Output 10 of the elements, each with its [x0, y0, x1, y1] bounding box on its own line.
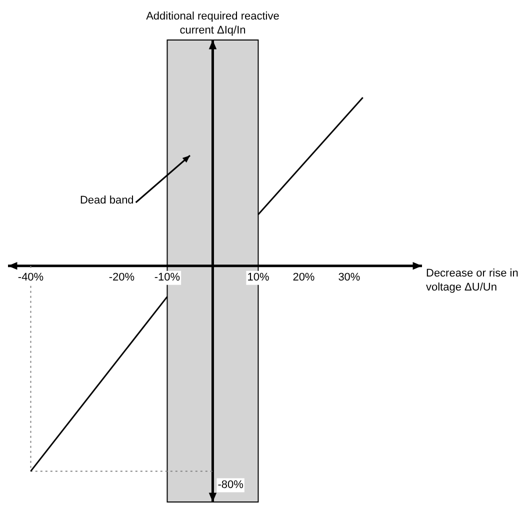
x-tick-label: 30% — [338, 271, 360, 284]
x-tick-label: 20% — [292, 271, 315, 284]
x-tick-label: 10% — [247, 271, 270, 284]
x-axis-title: Decrease or rise in voltage ΔU/Un — [426, 267, 518, 294]
text: -80% — [218, 479, 244, 492]
x-tick-label: -20% — [108, 271, 135, 284]
x-tick-label: -10% — [154, 271, 180, 284]
annotation: Dead band — [80, 194, 134, 207]
x-tick-label: -40% — [18, 271, 44, 284]
text: Additional required reactive current ΔIq/In — [146, 10, 280, 37]
